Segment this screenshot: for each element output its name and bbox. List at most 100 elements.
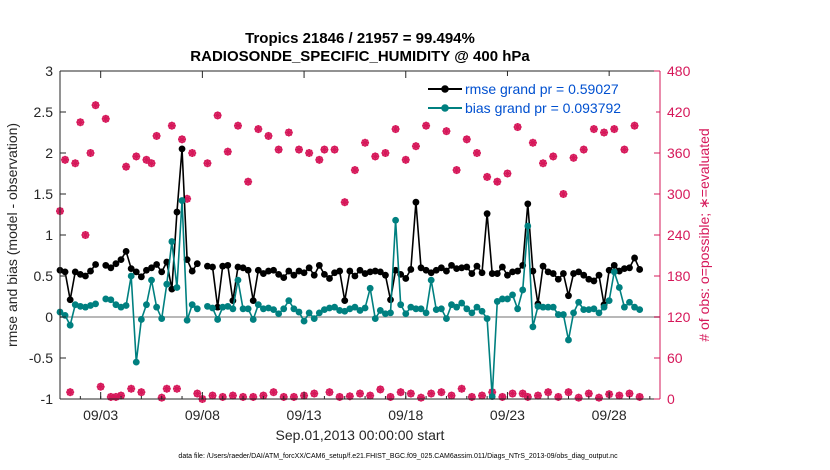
rmse-point: [427, 269, 435, 277]
bias-point: [382, 310, 389, 318]
rmse-point: [422, 266, 430, 274]
obs-evaluated-marker: [254, 125, 263, 134]
rmse-point: [595, 271, 603, 279]
bias-point: [112, 301, 120, 309]
obs-evaluated-marker: [630, 121, 639, 130]
obs-evaluated-marker: [269, 388, 278, 397]
obs-evaluated-marker: [223, 147, 232, 156]
rmse-point: [102, 261, 110, 269]
bias-point: [610, 268, 618, 276]
rmse-point: [412, 198, 420, 206]
rmse-point: [432, 266, 440, 274]
bias-point: [463, 305, 471, 313]
rmse-point: [112, 260, 120, 268]
bias-point: [473, 303, 481, 311]
obs-evaluated-marker: [91, 101, 100, 110]
bias-point: [519, 286, 527, 294]
obs-evaluated-marker: [615, 391, 624, 400]
bias-point: [544, 303, 552, 311]
x-tick-label: 09/28: [592, 407, 627, 423]
rmse-point: [204, 262, 211, 270]
bias-point: [427, 276, 435, 284]
bias-point: [498, 295, 506, 303]
bias-point: [107, 296, 115, 304]
rmse-point: [244, 266, 252, 274]
bias-point: [509, 291, 516, 299]
bias-point: [158, 315, 166, 323]
bias-point: [275, 310, 283, 318]
bias-point: [626, 298, 633, 306]
left-tick-label: 2: [45, 145, 53, 161]
bias-point: [153, 303, 161, 311]
bias-point: [417, 305, 425, 313]
bias-point: [66, 321, 74, 329]
bias-point: [214, 316, 222, 323]
bias-point: [600, 303, 608, 311]
obs-evaluated-marker: [544, 388, 553, 397]
right-tick-label: 0: [667, 391, 675, 407]
rmse-point: [539, 262, 547, 270]
obs-evaluated-marker: [340, 198, 349, 207]
left-tick-label: 1.5: [34, 186, 54, 202]
right-tick-label: 300: [667, 186, 691, 202]
obs-evaluated-marker: [233, 121, 242, 130]
rmse-point: [615, 267, 623, 275]
left-tick-label: -0.5: [29, 350, 53, 366]
bias-point: [163, 280, 171, 288]
rmse-point: [71, 268, 79, 276]
bias-point: [437, 305, 445, 313]
bias-point: [565, 336, 572, 344]
rmse-point: [468, 270, 476, 277]
obs-evaluated-marker: [452, 166, 461, 175]
bias-point: [575, 298, 583, 306]
bias-point: [529, 323, 537, 331]
obs-evaluated-marker: [447, 391, 456, 400]
obs-evaluated-marker: [422, 121, 431, 130]
rmse-point: [249, 297, 257, 304]
bias-point: [422, 309, 430, 317]
rmse-point: [463, 263, 471, 271]
rmse-series: [56, 145, 644, 311]
right-tick-label: 180: [667, 268, 691, 284]
bias-point: [336, 307, 344, 314]
bias-point: [244, 305, 252, 313]
bias-point: [580, 306, 588, 314]
rmse-point: [448, 261, 455, 269]
obs-evaluated-marker: [386, 392, 395, 401]
bias-point: [341, 307, 349, 315]
bias-point: [137, 316, 145, 323]
bias-point: [168, 238, 176, 245]
obs-evaluated-marker: [167, 121, 176, 130]
bias-point: [188, 301, 196, 309]
rmse-point: [437, 264, 445, 272]
rmse-point: [239, 264, 247, 272]
rmse-point: [478, 269, 486, 277]
rmse-point: [346, 267, 354, 275]
rmse-point: [61, 268, 69, 276]
obs-evaluated-marker: [533, 391, 542, 400]
bias-point: [458, 299, 466, 307]
rmse-point: [549, 270, 557, 277]
bias-point: [443, 315, 450, 323]
rmse-point: [559, 270, 567, 277]
left-tick-label: 3: [45, 63, 53, 79]
rmse-point: [209, 263, 216, 271]
rmse-point: [224, 261, 232, 269]
bias-point: [92, 300, 99, 308]
rmse-point: [631, 254, 638, 262]
bias-point: [173, 284, 181, 291]
rmse-point: [305, 264, 313, 272]
obs-evaluated-marker: [249, 392, 258, 401]
obs-evaluated-marker: [549, 152, 558, 161]
bias-point: [402, 310, 410, 318]
obs-evaluated-marker: [193, 389, 202, 398]
rmse-point: [351, 272, 359, 280]
rmse-point: [117, 256, 125, 263]
left-axis-ticks: -1 -0.5 0 0.5 1 1.5 2 2.5 3: [29, 63, 66, 407]
rmse-point: [280, 274, 288, 282]
x-tick-label: 09/23: [490, 407, 525, 423]
rmse-point: [315, 261, 323, 269]
obs-evaluated-marker: [213, 111, 222, 120]
obs-evaluated-marker: [162, 384, 171, 393]
bias-point: [102, 295, 110, 303]
